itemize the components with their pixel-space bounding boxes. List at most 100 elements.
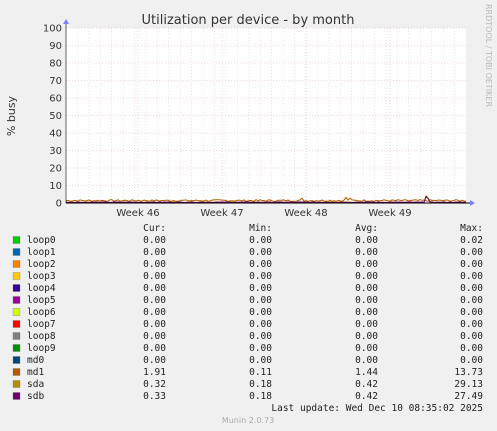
legend-value-avg: 0.00: [355, 307, 378, 318]
legend-value-cur: 0.00: [143, 259, 166, 270]
series-line-sdb: [65, 195, 467, 204]
legend-swatch: [12, 356, 21, 364]
legend-value-cur: 0.32: [143, 379, 166, 390]
legend-value-min: 0.00: [249, 235, 272, 246]
legend-label: loop5: [27, 295, 56, 306]
plot-area: 0 10 20 30 40 50 60 70 80 90 100 Week 46 Week 47 Week…: [43, 19, 475, 219]
legend-label: loop7: [27, 319, 56, 330]
legend-label: md0: [27, 355, 44, 366]
legend-label: loop2: [27, 259, 56, 270]
legend-swatch: [12, 344, 21, 352]
legend-value-min: 0.00: [249, 295, 272, 306]
legend-swatch: [12, 332, 21, 340]
legend-label: loop0: [27, 235, 56, 246]
x-axis-arrow-icon: [470, 200, 475, 206]
legend-label: sdb: [27, 391, 44, 402]
last-update: Last update: Wed Dec 10 08:35:02 2025: [271, 403, 483, 414]
legend-label: loop3: [27, 271, 56, 282]
legend-swatch: [12, 284, 21, 292]
legend-value-min: 0.00: [249, 319, 272, 330]
legend-value-min: 0.18: [249, 391, 272, 402]
legend-value-max: 0.00: [460, 247, 483, 258]
legend-header: Cur:: [143, 223, 166, 234]
y-tick-label: 100: [43, 24, 62, 35]
legend-value-max: 0.00: [460, 331, 483, 342]
legend-value-avg: 0.00: [355, 295, 378, 306]
legend-value-max: 13.73: [454, 367, 483, 378]
legend-value-max: 0.00: [460, 283, 483, 294]
rrdtool-credit: RRDTOOL / TOBI OETIKER: [484, 4, 493, 107]
legend-value-max: 0.00: [460, 343, 483, 354]
y-tick-label: 40: [49, 129, 62, 140]
legend-value-avg: 0.42: [355, 379, 378, 390]
legend-value-cur: 0.00: [143, 319, 166, 330]
legend-value-avg: 0.00: [355, 283, 378, 294]
legend-value-avg: 0.00: [355, 355, 378, 366]
legend-swatch: [12, 392, 21, 400]
legend-value-min: 0.18: [249, 379, 272, 390]
x-tick-label: Week 49: [368, 208, 411, 219]
legend-value-cur: 0.00: [143, 271, 166, 282]
legend-value-max: 0.02: [460, 235, 483, 246]
legend-value-max: 27.49: [454, 391, 483, 402]
x-tick-label: Week 46: [116, 208, 159, 219]
munin-version: Munin 2.0.73: [222, 416, 274, 425]
legend-label: loop8: [27, 331, 56, 342]
legend-swatch: [12, 308, 21, 316]
y-tick-label: 60: [49, 94, 62, 105]
legend-value-cur: 0.00: [143, 247, 166, 258]
legend-swatch: [12, 368, 21, 376]
y-tick-label: 90: [49, 41, 62, 52]
legend-label: loop6: [27, 307, 56, 318]
y-tick-label: 70: [49, 76, 62, 87]
legend-value-cur: 1.91: [143, 367, 166, 378]
legend-header: Avg:: [355, 223, 378, 234]
legend-label: loop4: [27, 283, 56, 294]
legend-value-max: 0.00: [460, 259, 483, 270]
legend-swatch: [12, 380, 21, 388]
legend-value-min: 0.00: [249, 271, 272, 282]
legend-value-cur: 0.00: [143, 343, 166, 354]
legend-value-avg: 0.00: [355, 319, 378, 330]
legend-value-cur: 0.00: [143, 355, 166, 366]
legend-value-min: 0.11: [249, 367, 272, 378]
legend-value-min: 0.00: [249, 343, 272, 354]
legend-swatch: [12, 272, 21, 280]
legend-label: sda: [27, 379, 44, 390]
y-axis-arrow-icon: [63, 19, 69, 24]
legend-value-avg: 0.00: [355, 235, 378, 246]
x-tick-label: Week 47: [200, 208, 243, 219]
legend-value-avg: 0.00: [355, 331, 378, 342]
legend-swatch: [12, 260, 21, 268]
legend-value-cur: 0.00: [143, 295, 166, 306]
legend: Cur: Min: Avg: Max:loop0 0.00 0.00 0.00 0.02loo…: [12, 223, 483, 402]
legend-swatch: [12, 296, 21, 304]
legend-label: loop1: [27, 247, 56, 258]
legend-swatch: [12, 320, 21, 328]
legend-value-max: 0.00: [460, 271, 483, 282]
y-tick-label: 0: [56, 199, 62, 210]
legend-value-min: 0.00: [249, 283, 272, 294]
legend-value-max: 0.00: [460, 319, 483, 330]
legend-value-cur: 0.00: [143, 331, 166, 342]
legend-value-cur: 0.00: [143, 235, 166, 246]
legend-value-cur: 0.00: [143, 307, 166, 318]
legend-swatch: [12, 236, 21, 244]
y-tick-label: 50: [49, 111, 62, 122]
y-axis-label: % busy: [5, 95, 18, 136]
legend-value-avg: 0.00: [355, 259, 378, 270]
x-tick-label: Week 48: [284, 208, 327, 219]
legend-value-cur: 0.33: [143, 391, 166, 402]
legend-value-max: 0.00: [460, 295, 483, 306]
legend-value-avg: 0.00: [355, 343, 378, 354]
y-tick-label: 20: [49, 164, 62, 175]
legend-value-min: 0.00: [249, 259, 272, 270]
y-tick-label: 80: [49, 59, 62, 70]
legend-value-min: 0.00: [249, 247, 272, 258]
legend-header: Min:: [249, 223, 272, 234]
legend-value-avg: 1.44: [355, 367, 378, 378]
y-tick-label: 10: [49, 181, 62, 192]
legend-value-avg: 0.00: [355, 271, 378, 282]
legend-value-min: 0.00: [249, 307, 272, 318]
